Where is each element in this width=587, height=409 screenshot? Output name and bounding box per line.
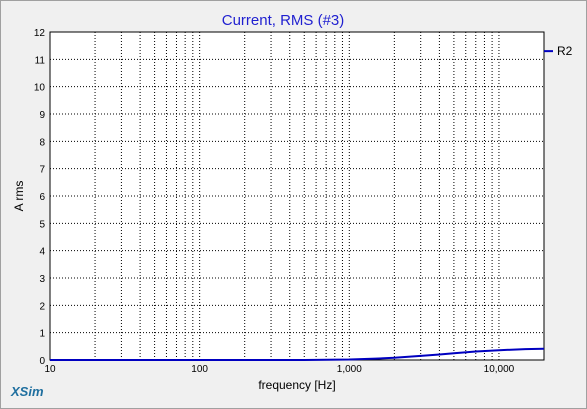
xsim-brand-logo: XSim [10,384,44,399]
x-tick-label: 1,000 [337,364,362,375]
series-line-r2 [50,347,545,361]
x-tick-label: 100 [191,364,208,375]
y-tick-label: 1 [39,329,45,340]
chart-title: Current, RMS (#3) [222,12,345,29]
y-tick-label: 4 [39,247,45,258]
y-tick-label: 0 [39,356,45,367]
x-axis-label: frequency [Hz] [258,378,335,392]
y-tick-label: 2 [39,301,45,312]
legend-label: R2 [557,44,573,58]
y-axis-label: A rms [12,181,26,212]
y-tick-label: 12 [34,28,46,39]
y-tick-label: 7 [39,165,45,176]
series-layer [50,347,545,361]
x-tick-label: 10,000 [484,364,515,375]
y-tick-label: 5 [39,219,45,230]
x-tick-labels: 10 100 1,000 10,000 [44,364,514,375]
y-tick-label: 8 [39,137,45,148]
legend: R2 [544,44,573,58]
y-tick-label: 3 [39,274,45,285]
y-tick-label: 10 [34,83,46,94]
y-tick-label: 11 [35,55,46,66]
y-tick-label: 9 [39,110,45,121]
grid-lines [50,32,544,360]
y-tick-label: 6 [39,192,45,203]
x-tick-label: 10 [44,364,56,375]
